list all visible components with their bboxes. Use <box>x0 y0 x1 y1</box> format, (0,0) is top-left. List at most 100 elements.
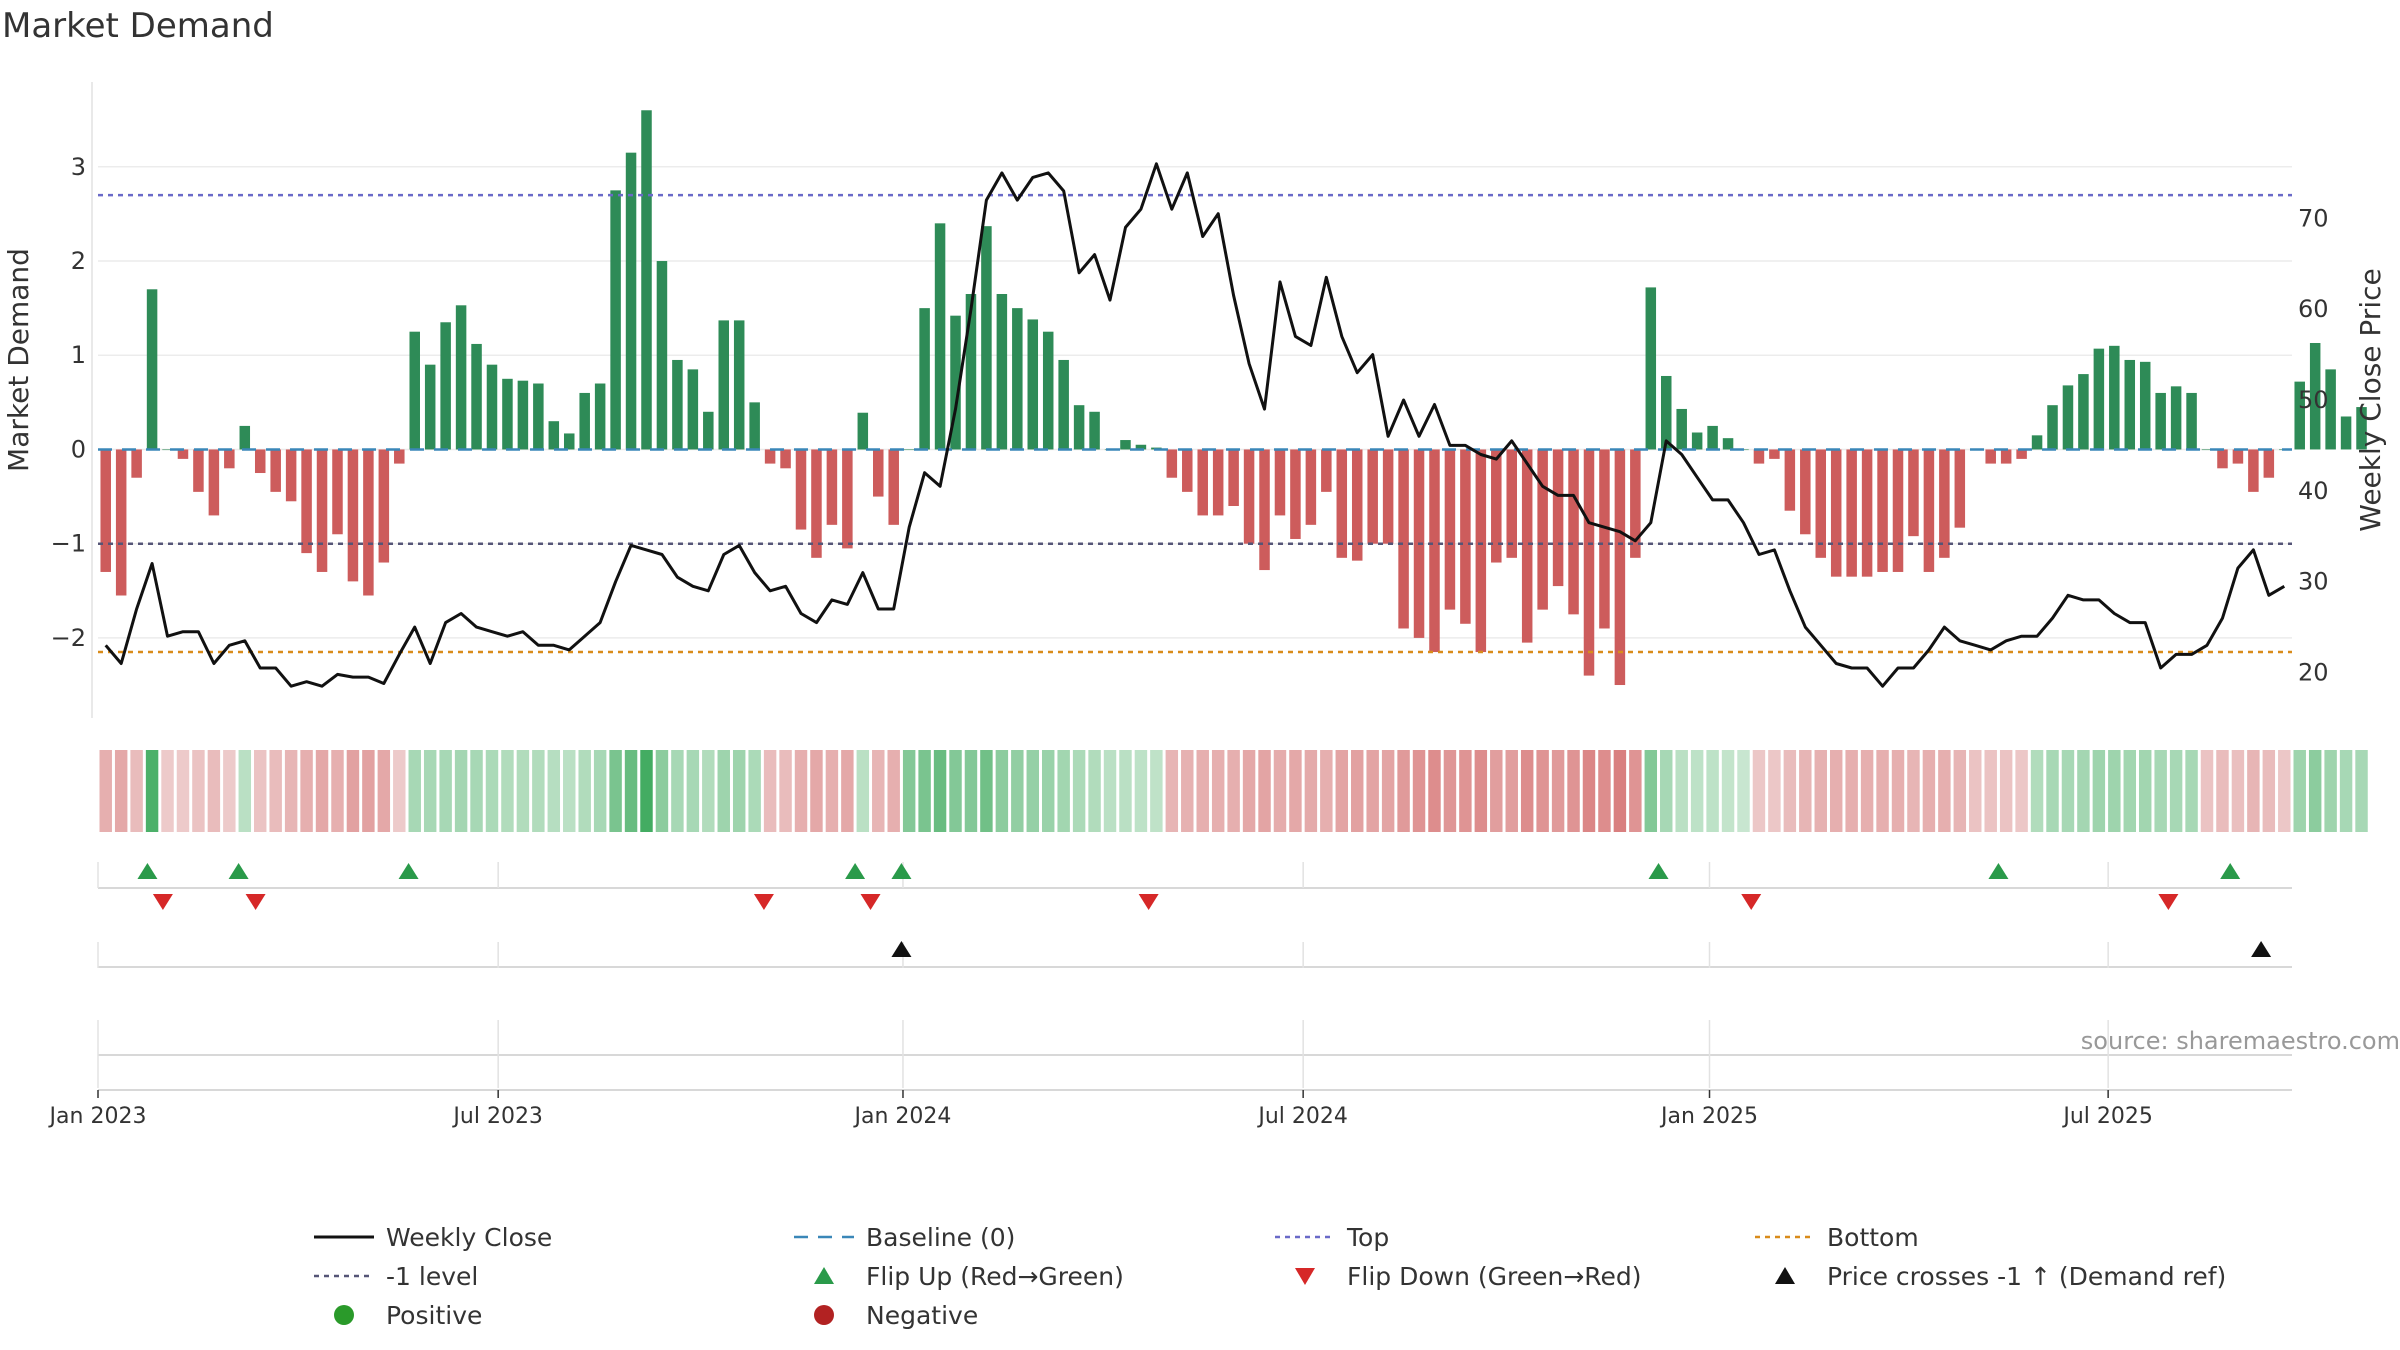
strip-cell <box>1644 750 1658 832</box>
demand-bar <box>610 190 621 450</box>
strip-cell <box>1196 750 1209 832</box>
legend-item-bottom: Bottom <box>1755 1223 1919 1252</box>
legend-label-weekly-close: Weekly Close <box>386 1223 552 1252</box>
demand-bar <box>1630 449 1641 558</box>
strip-cell <box>624 750 638 832</box>
demand-bar <box>254 449 266 474</box>
demand-bar <box>1382 449 1394 544</box>
demand-bar <box>332 449 343 535</box>
strip-cell <box>640 750 653 832</box>
strip-cell <box>1567 750 1580 832</box>
strip-cell <box>1860 750 1874 832</box>
demand-bar <box>1012 308 1023 450</box>
strip-cell <box>1258 750 1271 832</box>
strip-cell <box>1041 750 1055 832</box>
strip-cell <box>1999 750 2013 832</box>
strip-cell <box>1119 750 1132 832</box>
demand-bar <box>177 449 189 459</box>
strip-cell <box>393 750 406 832</box>
strip-cell <box>362 750 375 832</box>
demand-bar <box>2201 449 2213 451</box>
strip-cell <box>2262 750 2276 832</box>
y-tick-right: 60 <box>2298 295 2329 323</box>
flip-up-marker <box>1988 863 2009 879</box>
demand-bar <box>1460 449 1471 624</box>
demand-bar <box>270 449 281 492</box>
strip-cell <box>872 750 885 832</box>
strip-cell <box>2046 750 2059 832</box>
demand-bar <box>903 449 915 451</box>
legend-item-weekly-close: Weekly Close <box>314 1223 552 1252</box>
demand-bar <box>1135 444 1147 450</box>
strip-cell <box>2324 750 2337 832</box>
demand-bar <box>1089 411 1100 450</box>
demand-bar <box>1228 449 1239 506</box>
strip-cell <box>1072 750 1086 832</box>
demand-bar <box>919 308 930 450</box>
demand-bar <box>455 305 467 450</box>
demand-bar <box>1784 449 1796 511</box>
price-cross-marker <box>2251 941 2272 957</box>
demand-bar <box>347 449 359 582</box>
demand-bar <box>1042 331 1054 450</box>
flip-up-marker <box>2220 863 2241 879</box>
demand-bar <box>1599 449 1610 629</box>
strip-cell <box>315 750 329 832</box>
demand-bar <box>2155 392 2166 450</box>
strip-cell <box>1891 750 1905 832</box>
y-tick-right: 20 <box>2298 659 2329 687</box>
demand-bar <box>579 392 590 450</box>
legend-label-flip-up: Flip Up (Red→Green) <box>866 1262 1124 1291</box>
strip-cell <box>269 750 282 832</box>
demand-bar <box>811 449 822 558</box>
demand-bar <box>1645 287 1657 450</box>
demand-bar <box>1877 449 1888 572</box>
demand-bar <box>1583 449 1595 676</box>
demand-bar <box>1614 449 1626 686</box>
legend-swatch-negative <box>814 1305 834 1325</box>
demand-bar <box>517 380 529 450</box>
demand-bar <box>224 449 235 469</box>
demand-bar <box>2232 449 2244 464</box>
x-tick-label: Jul 2025 <box>2061 1104 2153 1129</box>
flip-down-marker <box>753 894 774 910</box>
flip-up-marker <box>1648 863 1669 879</box>
strip-cell <box>1783 750 1797 832</box>
demand-bar <box>1444 449 1456 610</box>
demand-bar <box>1259 449 1270 571</box>
strip-cell <box>1582 750 1596 832</box>
flip-down-marker <box>860 894 881 910</box>
strip-cell <box>130 750 143 832</box>
demand-bar <box>1506 449 1517 558</box>
strip-cell <box>1088 750 1101 832</box>
strip-cell <box>887 750 900 832</box>
strip-cell <box>933 750 947 832</box>
strip-cell <box>2030 750 2044 832</box>
strip-cell <box>1505 750 1518 832</box>
strip-cell <box>1768 750 1781 832</box>
demand-bar <box>162 449 173 451</box>
strip-cell <box>1829 750 1843 832</box>
demand-bar <box>533 383 544 450</box>
flip-up-marker <box>845 863 866 879</box>
demand-bar <box>1954 449 1966 528</box>
strip-cell <box>1799 750 1812 832</box>
demand-bar <box>764 449 776 464</box>
demand-bar <box>2093 348 2105 450</box>
demand-bar <box>1429 449 1440 653</box>
strip-cell <box>702 750 715 832</box>
demand-bar <box>2047 405 2058 450</box>
strip-cell <box>1690 750 1704 832</box>
demand-bar <box>703 411 714 450</box>
demand-bar <box>239 425 251 450</box>
demand-bar <box>2309 342 2321 450</box>
demand-bar <box>2340 416 2352 450</box>
strip-cell <box>2278 750 2291 832</box>
y-axis-title-right: Weekly Close Price <box>2354 268 2387 531</box>
demand-bar <box>857 412 869 450</box>
strip-cell <box>1814 750 1827 832</box>
demand-bar <box>733 320 745 450</box>
y-tick-left: −2 <box>51 624 86 652</box>
legend-item-positive: Positive <box>334 1301 482 1330</box>
